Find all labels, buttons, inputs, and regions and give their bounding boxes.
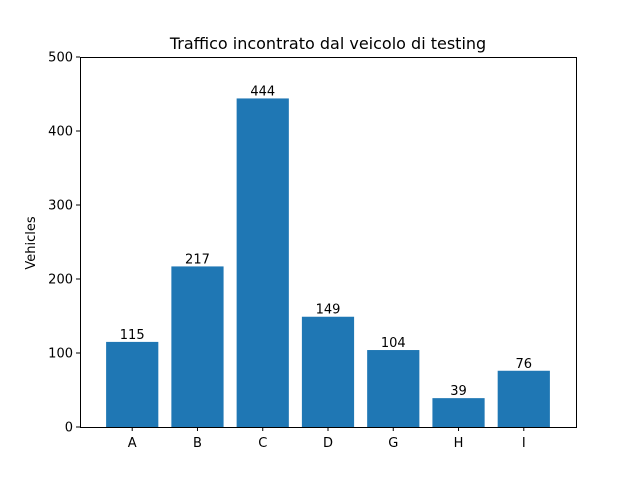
y-tick-label-200: 200 (48, 273, 73, 288)
x-tick-label-I: I (522, 436, 526, 451)
bar-value-label-H: 39 (450, 384, 467, 399)
bar-A (106, 341, 159, 427)
y-tick-label-400: 400 (48, 125, 73, 140)
y-axis-label: Vehicles (24, 216, 39, 269)
bar-value-label-G: 104 (381, 336, 406, 351)
x-tick-label-H: H (454, 436, 464, 451)
x-tick-label-A: A (128, 436, 137, 451)
x-tick-label-C: C (258, 436, 267, 451)
bar-value-label-I: 76 (516, 357, 533, 372)
axes-frame (80, 57, 577, 428)
bar-value-label-C: 444 (250, 84, 275, 99)
y-tick-label-100: 100 (48, 347, 73, 362)
bar-C (236, 98, 289, 427)
y-tick-label-500: 500 (48, 51, 73, 66)
y-axis: 0 100 200 300 400 500 (48, 51, 80, 436)
x-tick-label-D: D (323, 436, 333, 451)
chart-title: Traffico incontrato dal veicolo di testi… (169, 34, 486, 53)
bar-value-label-D: 149 (316, 303, 341, 318)
bar-D (301, 316, 355, 427)
x-tick-label-G: G (388, 436, 398, 451)
bar-B (171, 266, 224, 427)
bars-layer (106, 98, 550, 427)
bar-G (367, 350, 420, 427)
bar-I (497, 370, 550, 427)
bar-labels-layer: 115 217 444 149 104 39 76 (120, 84, 532, 399)
bar-H (432, 398, 485, 427)
y-tick-label-300: 300 (48, 199, 73, 214)
x-tick-label-B: B (193, 436, 202, 451)
bar-value-label-A: 115 (120, 328, 145, 343)
bar-value-label-B: 217 (185, 252, 210, 267)
y-tick-label-0: 0 (65, 421, 73, 436)
